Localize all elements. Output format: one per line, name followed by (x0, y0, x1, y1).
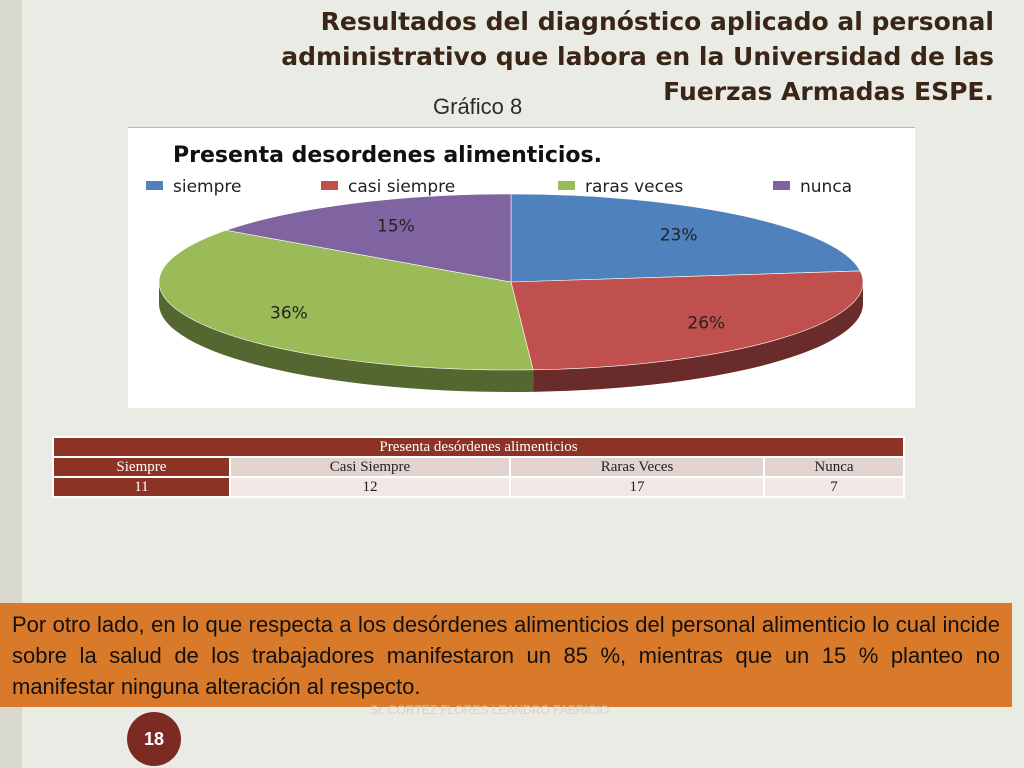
pie-chart-svg: Presenta desordenes alimenticios. siempr… (146, 143, 864, 392)
legend-swatch-raras-veces (558, 181, 575, 190)
header-siempre: Siempre (52, 456, 231, 478)
header-nunca: Nunca (762, 456, 906, 478)
pie-label-raras-veces: 36% (270, 304, 308, 324)
value-casi-siempre: 12 (228, 476, 512, 498)
pie-label-siempre: 23% (660, 225, 698, 245)
legend-label-raras-veces: raras veces (585, 177, 683, 197)
pie-chart: Presenta desordenes alimenticios. siempr… (128, 127, 915, 408)
chart-legend: siempre casi siempre raras veces nunca (146, 177, 852, 197)
legend-swatch-casi-siempre (321, 181, 338, 190)
table-header-row: Siempre Casi Siempre Raras Veces Nunca (52, 456, 906, 478)
header-casi-siempre: Casi Siempre (228, 456, 512, 478)
chart-caption: Gráfico 8 (433, 94, 523, 119)
pie-slice-nunca (225, 193, 512, 283)
table-value-row: 11 12 17 7 (52, 476, 906, 498)
legend-swatch-nunca (773, 181, 790, 190)
pie-sides (159, 282, 863, 392)
pie-slice-siempre (510, 193, 861, 283)
pie-side-raras-veces (159, 282, 534, 392)
author-footer: Sr. CORTEZ FLORES LEANDRO FABRICIO (370, 703, 610, 717)
value-raras-veces: 17 (509, 476, 765, 498)
legend-label-nunca: nunca (800, 177, 852, 197)
page-number-badge: 18 (127, 712, 181, 766)
left-decor-band (0, 0, 22, 768)
legend-label-casi-siempre: casi siempre (348, 177, 455, 197)
pie-label-casi-siempre: 26% (687, 313, 725, 333)
data-table: Presenta desórdenes alimenticios Siempre… (52, 436, 906, 498)
page-title: Resultados del diagnóstico aplicado al p… (281, 7, 994, 106)
pie-label-nunca: 15% (377, 217, 415, 237)
header-raras-veces: Raras Veces (509, 456, 765, 478)
summary-text: Por otro lado, en lo que respecta a los … (0, 603, 1012, 707)
pie-side-casi-siempre (533, 282, 863, 392)
table-title: Presenta desórdenes alimenticios (52, 436, 905, 458)
chart-title: Presenta desordenes alimenticios. (173, 143, 602, 168)
value-nunca: 7 (762, 476, 906, 498)
pie-slice-casi-siempre (510, 270, 864, 371)
pie-labels: 23% 26% 36% 15% (270, 217, 725, 334)
legend-swatch-siempre (146, 181, 163, 190)
pie-slices (158, 193, 864, 371)
value-siempre: 11 (52, 476, 231, 498)
legend-label-siempre: siempre (173, 177, 241, 197)
pie-slice-raras-veces (158, 229, 534, 371)
